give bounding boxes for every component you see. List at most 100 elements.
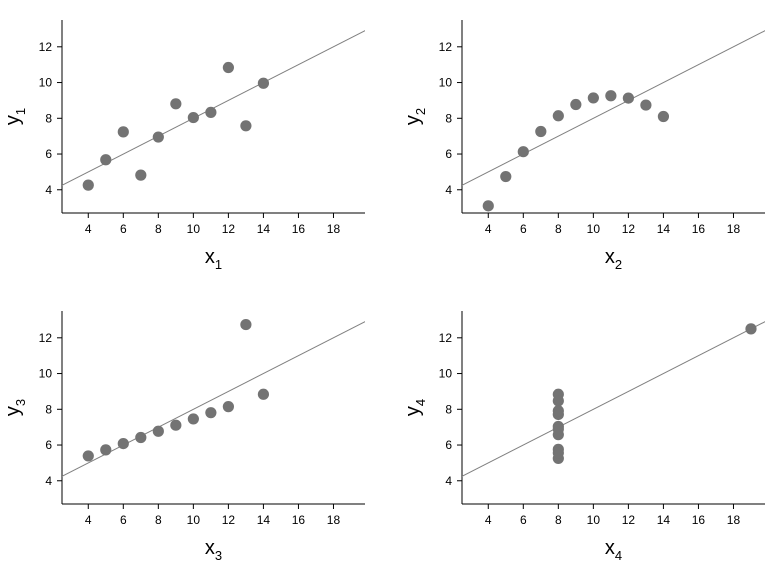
data-point — [100, 444, 112, 456]
x-axis-title-main: x — [205, 537, 215, 559]
y-tick-label: 8 — [45, 111, 52, 125]
data-point — [570, 98, 582, 111]
y-tick-label: 10 — [39, 76, 53, 90]
x-tick-label: 16 — [292, 513, 306, 527]
data-point — [552, 405, 564, 417]
data-point — [82, 179, 94, 191]
x-axis-title-3: x3 — [205, 537, 222, 562]
x-tick-label: 12 — [222, 513, 236, 527]
data-point — [117, 437, 129, 450]
data-point — [500, 170, 512, 183]
x-tick-label: 18 — [327, 222, 341, 236]
y-tick-label: 6 — [45, 438, 52, 452]
y-tick-label: 6 — [445, 147, 452, 161]
x-tick-label: 6 — [120, 513, 127, 527]
y-axis-title-1: y1 — [2, 108, 28, 125]
y-axis-title-subscript: 3 — [13, 399, 28, 406]
y-tick-label: 8 — [445, 111, 452, 125]
y-axis-title-subscript: 1 — [13, 108, 28, 115]
y-axis-title-4: y4 — [402, 399, 428, 416]
y-tick-label: 6 — [445, 438, 452, 452]
data-point — [552, 447, 564, 459]
regression-line-4 — [462, 321, 765, 477]
data-point — [552, 110, 564, 122]
x-tick-label: 10 — [587, 222, 601, 236]
data-point — [117, 126, 129, 138]
y-axis-title-3: y3 — [2, 399, 28, 416]
x-tick-label: 12 — [622, 513, 636, 527]
data-point — [257, 77, 270, 89]
y-tick-label: 4 — [45, 183, 52, 197]
data-point — [222, 61, 234, 74]
data-point — [605, 90, 617, 102]
x-tick-label: 8 — [155, 222, 162, 236]
data-point — [187, 111, 199, 124]
x-tick-label: 4 — [485, 222, 492, 236]
x-axis-title-subscript: 2 — [615, 257, 622, 272]
x-tick-label: 6 — [520, 222, 527, 236]
x-tick-label: 14 — [257, 222, 271, 236]
data-point — [135, 431, 147, 444]
x-axis-title-main: x — [605, 537, 615, 559]
x-axis-title-1: x1 — [205, 246, 222, 272]
x-axis-title-main: x — [205, 246, 215, 268]
x-tick-label: 12 — [622, 222, 636, 236]
x-axis-title-subscript: 4 — [615, 548, 622, 562]
data-point — [187, 413, 199, 425]
data-point — [82, 450, 94, 462]
x-tick-label: 12 — [222, 222, 236, 236]
x-tick-label: 10 — [187, 222, 201, 236]
x-tick-label: 10 — [187, 513, 201, 527]
x-tick-label: 8 — [555, 222, 562, 236]
data-point — [622, 92, 634, 104]
y-axis-title-subscript: 2 — [413, 108, 428, 115]
x-tick-label: 6 — [120, 222, 127, 236]
x-tick-label: 18 — [727, 513, 741, 527]
x-tick-label: 18 — [327, 513, 341, 527]
data-point — [152, 131, 164, 143]
y-axis-title-main: y — [2, 115, 24, 125]
x-tick-label: 10 — [587, 513, 601, 527]
y-tick-label: 12 — [39, 40, 53, 54]
data-point — [640, 99, 652, 111]
y-tick-label: 10 — [439, 76, 453, 90]
x-tick-label: 4 — [85, 513, 92, 527]
x-axis-title-subscript: 3 — [215, 548, 222, 562]
data-point — [257, 388, 270, 400]
x-tick-label: 8 — [555, 513, 562, 527]
x-tick-label: 18 — [727, 222, 741, 236]
y-axis-title-2: y2 — [402, 108, 428, 125]
data-point — [205, 106, 217, 118]
y-tick-label: 8 — [45, 402, 52, 416]
x-tick-label: 8 — [155, 513, 162, 527]
data-point — [657, 110, 670, 123]
x-axis-title-2: x2 — [605, 246, 622, 272]
x-tick-label: 4 — [485, 513, 492, 527]
x-tick-label: 14 — [257, 513, 271, 527]
data-point — [745, 323, 757, 335]
y-tick-label: 4 — [445, 183, 452, 197]
data-point — [240, 318, 252, 331]
y-tick-label: 4 — [445, 474, 452, 488]
y-tick-label: 12 — [39, 331, 53, 345]
x-tick-label: 14 — [657, 222, 671, 236]
regression-line-2 — [462, 30, 765, 186]
data-point — [170, 419, 182, 431]
y-tick-label: 8 — [445, 402, 452, 416]
y-tick-label: 6 — [45, 147, 52, 161]
x-tick-label: 16 — [292, 222, 306, 236]
x-axis-title-4: x4 — [605, 537, 622, 562]
y-axis-title-subscript: 4 — [413, 399, 428, 406]
data-point — [205, 407, 217, 419]
y-tick-label: 12 — [439, 331, 453, 345]
data-point — [552, 423, 564, 435]
y-axis-title-main: y — [2, 406, 24, 416]
data-point — [240, 120, 252, 132]
data-point — [170, 98, 182, 110]
x-tick-label: 6 — [520, 513, 527, 527]
data-point — [100, 154, 112, 166]
